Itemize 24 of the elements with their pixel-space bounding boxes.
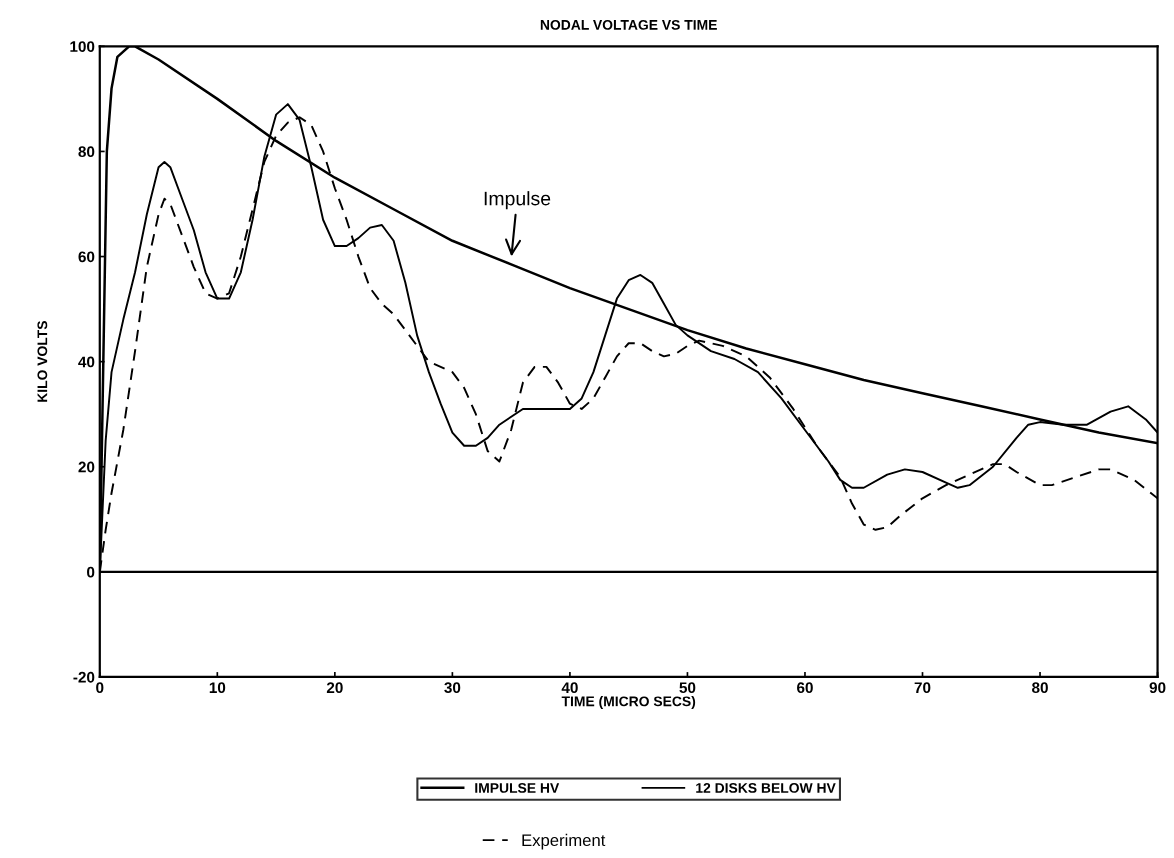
x-tick-label: 60 [797, 682, 813, 694]
x-axis-title: TIME (MICRO SECS) [561, 696, 696, 710]
y-tick-label: 0 [87, 566, 95, 578]
y-tick-label: 40 [78, 356, 95, 368]
annotation: Impulse [484, 191, 551, 210]
x-tick-label: 50 [679, 682, 696, 694]
x-tick-label: 30 [444, 682, 461, 694]
y-axis-title: KILO VOLTS [37, 321, 48, 402]
y-tick-label: 20 [78, 461, 95, 473]
y-tick-label: 100 [70, 41, 95, 53]
x-tick-label: 80 [1032, 682, 1048, 694]
y-tick-label: 80 [78, 146, 95, 158]
x-tick-label: 40 [561, 682, 578, 694]
x-tick-label: 20 [326, 682, 343, 694]
y-tick-label: -20 [73, 671, 95, 683]
legend-label: IMPULSE HV [475, 783, 560, 793]
x-tick-label: 0 [96, 682, 104, 694]
x-tick-label: 70 [914, 682, 931, 694]
y-tick-label: 60 [78, 251, 95, 263]
chart-title: NODAL VOLTAGE VS TIME [540, 19, 717, 30]
legend-label: Experiment [522, 833, 606, 850]
x-tick-label: 10 [209, 682, 226, 694]
x-tick-label: 90 [1149, 682, 1166, 694]
legend-label: 12 DISKS BELOW HV [696, 783, 836, 793]
